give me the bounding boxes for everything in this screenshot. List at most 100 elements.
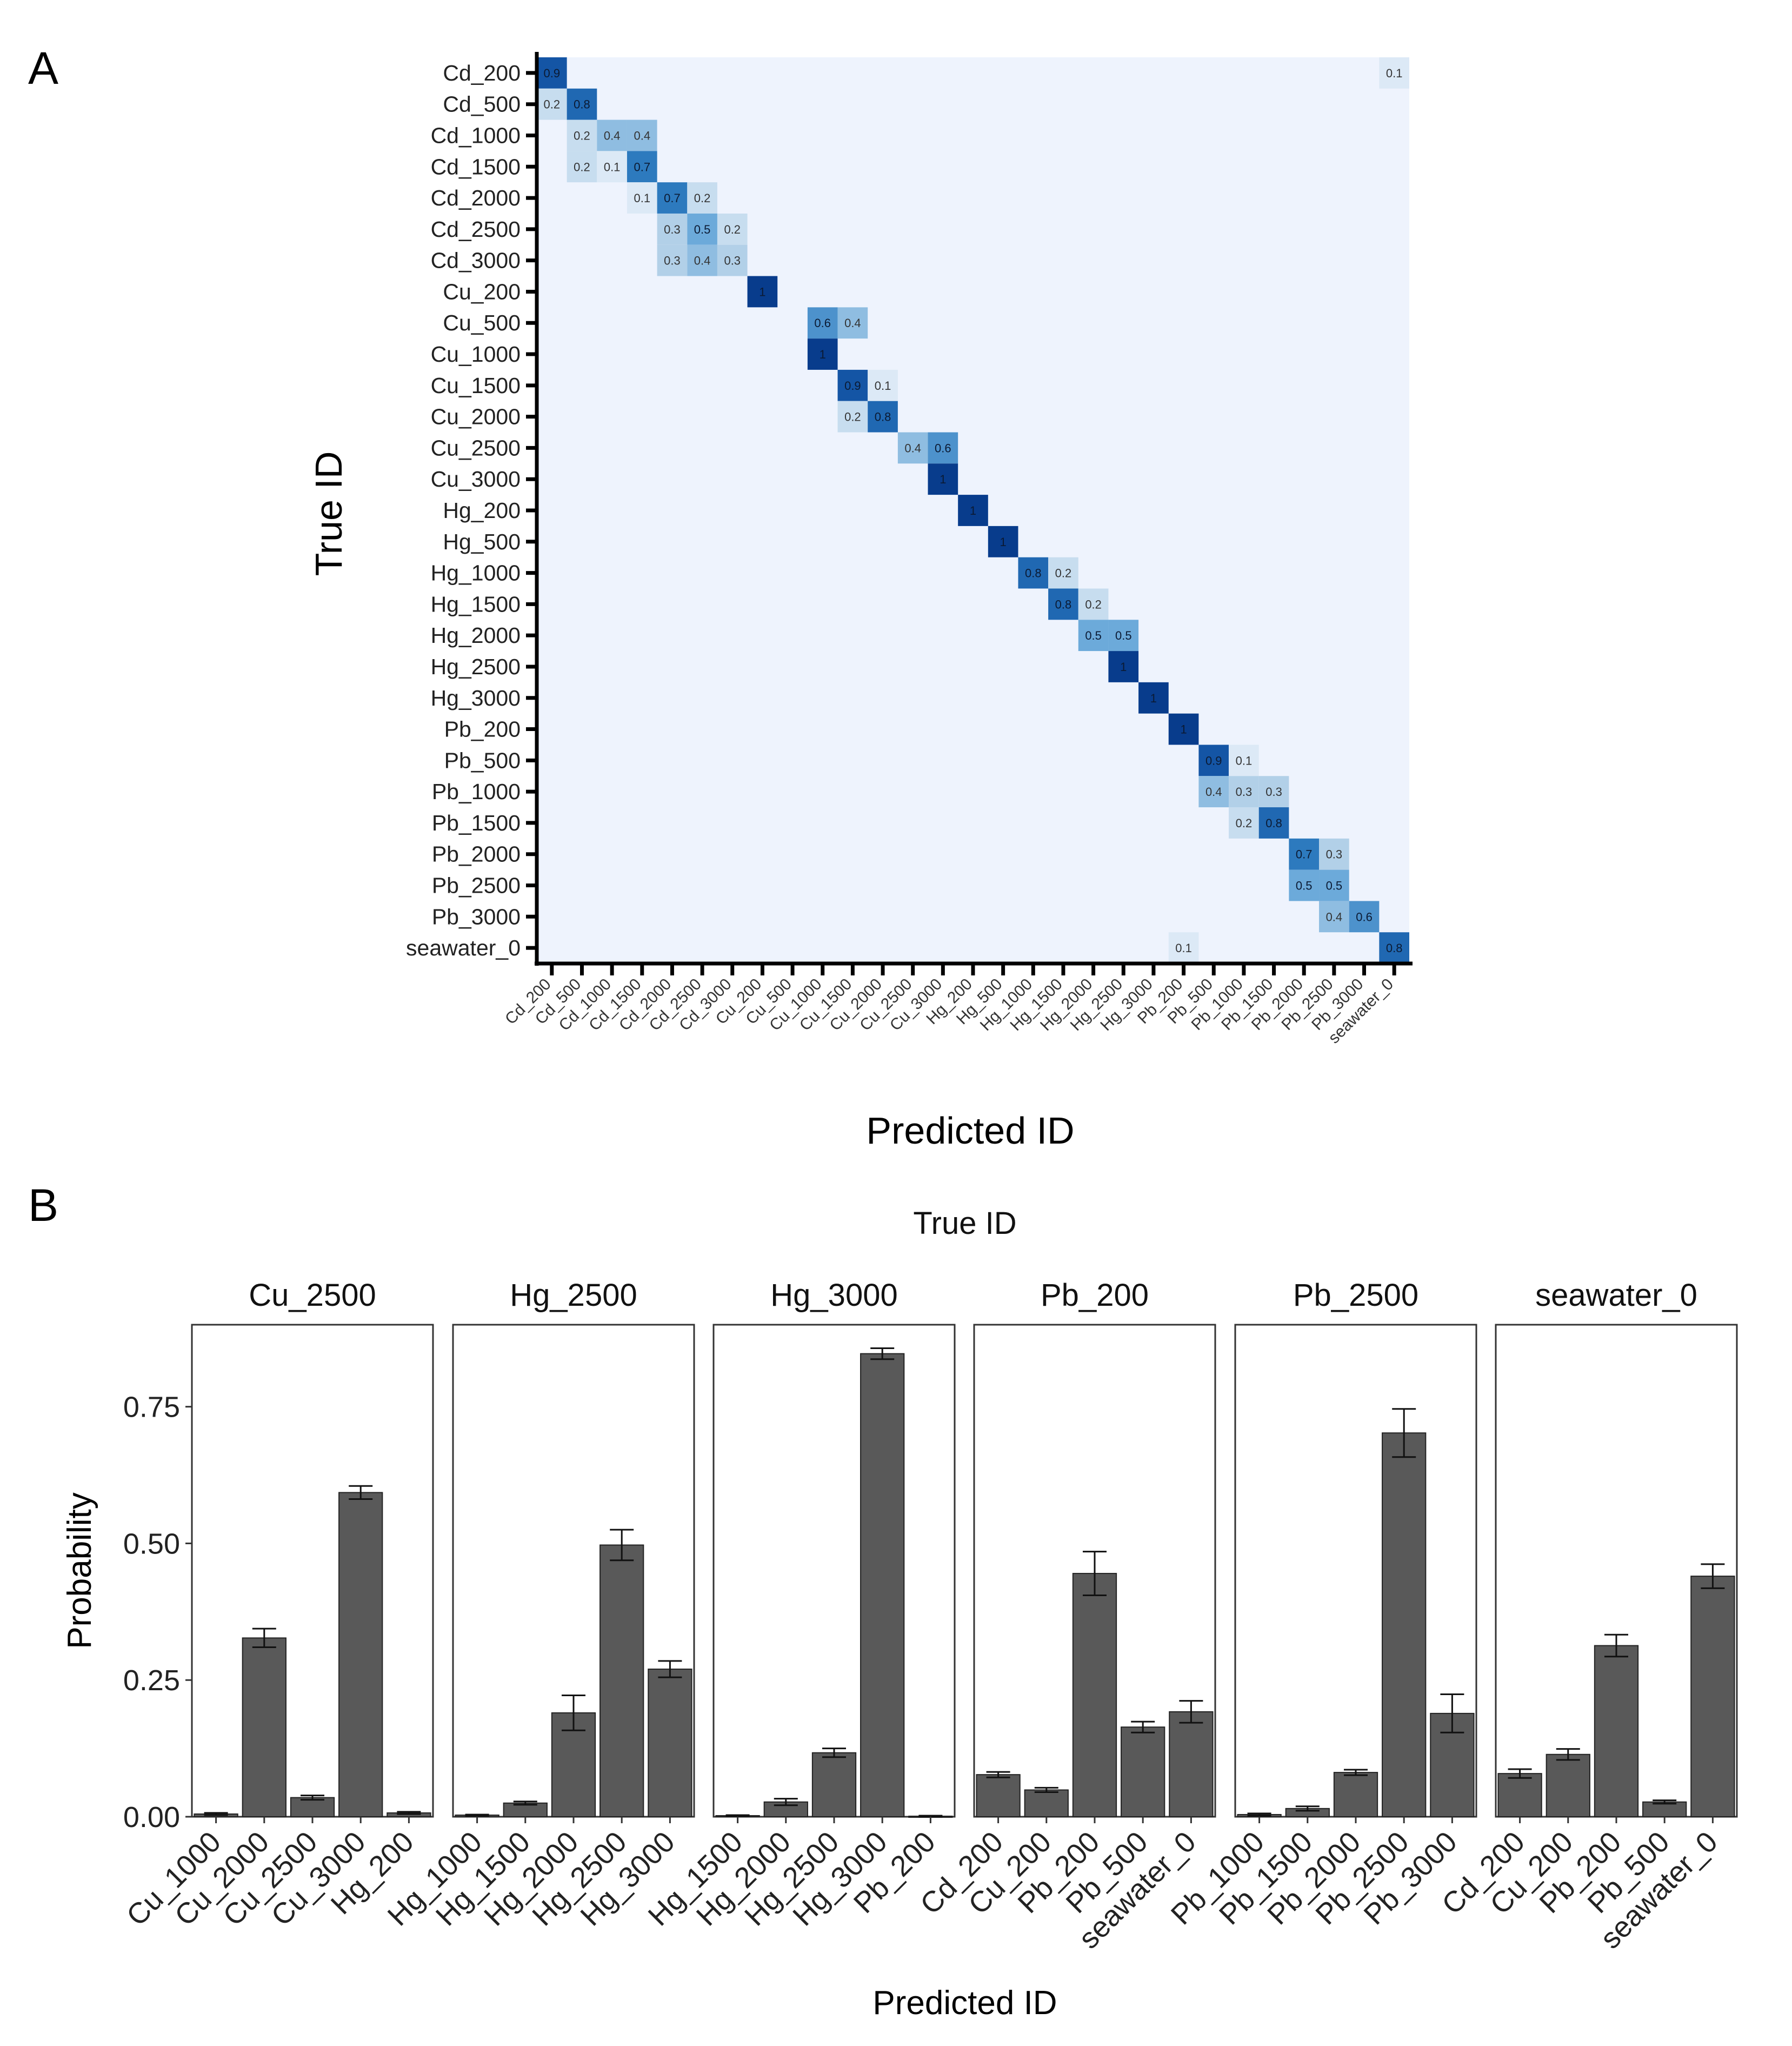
y-tick-label: Cu_1500: [431, 373, 521, 398]
heatmap-cell: [1078, 620, 1109, 652]
bar: [1382, 1432, 1427, 1817]
heatmap-cell-label: 0.5: [694, 223, 711, 236]
heatmap-cell: [928, 463, 958, 495]
heatmap-cell: [1108, 651, 1139, 682]
heatmap-cell-label: 0.2: [1236, 816, 1253, 830]
y-tick-label: Cd_1000: [431, 123, 521, 148]
heatmap-cell-label: 0.3: [664, 254, 681, 268]
heatmap-cell-label: 0.7: [664, 191, 681, 205]
heatmap-cell: [1168, 713, 1199, 745]
heatmap-cell: [1319, 838, 1349, 870]
heatmap-cell-label: 0.4: [1326, 910, 1343, 924]
heatmap-cell: [537, 57, 567, 89]
heatmap-cell-label: 1: [970, 504, 976, 517]
y-tick-label: Cd_200: [443, 61, 521, 85]
heatmap-cell: [567, 151, 597, 183]
heatmap-cell: [1198, 776, 1229, 808]
facet-strip-label: Cu_2500: [249, 1278, 376, 1313]
bar: [976, 1774, 1021, 1818]
facet-strip-label: Hg_3000: [770, 1278, 897, 1313]
y-tick-label: Cu_3000: [431, 467, 521, 491]
heatmap-cell-label: 0.4: [844, 316, 861, 330]
heatmap-cell: [747, 276, 778, 308]
x-axis-title: Predicted ID: [866, 1110, 1074, 1152]
heatmap-cell: [897, 432, 928, 464]
facet-strip-label: Pb_2500: [1293, 1278, 1418, 1313]
heatmap-cell-label: 0.2: [724, 223, 741, 236]
y-tick-label: Hg_1500: [431, 592, 521, 616]
y-tick-label: Hg_200: [443, 498, 521, 523]
heatmap-cell: [1108, 620, 1139, 652]
heatmap-cell: [1379, 57, 1409, 89]
heatmap-cell: [1229, 776, 1259, 808]
y-tick-label: Pb_2500: [432, 873, 521, 898]
heatmap-cell: [657, 244, 688, 276]
heatmap-cell: [1078, 588, 1109, 620]
heatmap-cell-label: 0.4: [634, 129, 650, 142]
heatmap-cell-label: 0.9: [844, 379, 861, 393]
bar: [648, 1669, 692, 1817]
heatmap-cell: [1379, 932, 1409, 964]
bar: [242, 1637, 287, 1818]
heatmap-cell: [988, 526, 1018, 557]
heatmap-cell-label: 0.2: [844, 410, 861, 424]
confusion-matrix-heatmap: 0.9 0.1 0.2 0.8 0.2 0.4 0.4 0.2 0.1 0.7 0.1 0.7 0.2 0…: [308, 52, 1413, 1152]
bar: [1594, 1645, 1639, 1817]
heatmap-cell: [717, 244, 748, 276]
heatmap-cell-label: 0.8: [574, 98, 590, 111]
heatmap-cell: [687, 213, 717, 245]
heatmap-cell-label: 0.1: [1386, 67, 1403, 80]
heatmap-cell: [687, 244, 717, 276]
heatmap-cell: [1258, 776, 1289, 808]
y-tick-label: Hg_3000: [431, 686, 521, 710]
heatmap-cell-label: 0.4: [904, 441, 921, 455]
y-tick-label: Pb_1000: [432, 779, 521, 804]
heatmap-cell: [597, 151, 627, 183]
heatmap-cell: [597, 119, 627, 151]
heatmap-cell-label: 0.8: [1025, 567, 1042, 580]
heatmap-cell-label: 0.4: [604, 129, 621, 142]
heatmap-cell: [657, 213, 688, 245]
facet-panel: Cu_2500Cu_1000Cu_2000Cu_2500Cu_3000Hg_20…: [121, 1278, 434, 1932]
heatmap-cell: [687, 182, 717, 214]
facet-border: [712, 1324, 956, 1818]
heatmap-cell: [1048, 588, 1078, 620]
heatmap-cell: [928, 432, 958, 464]
y-tick-label: Cd_3000: [431, 248, 521, 273]
y-tick-label: Hg_2000: [431, 623, 521, 648]
heatmap-cell: [1319, 901, 1349, 933]
y-tick-label: Pb_2000: [432, 842, 521, 867]
facet-strip-label: Pb_200: [1041, 1278, 1149, 1313]
bar: [1545, 1753, 1590, 1818]
heatmap-cell: [1258, 807, 1289, 839]
heatmap-cell-label: 0.2: [1085, 597, 1102, 611]
y-tick-label: Cu_1000: [431, 342, 521, 367]
bar: [599, 1544, 644, 1817]
heatmap-cell-label: 1: [1000, 535, 1007, 549]
facet-strip-label: Hg_2500: [510, 1278, 637, 1313]
heatmap-cell-label: 0.3: [1326, 848, 1343, 861]
y-tick-label: Hg_1000: [431, 561, 521, 586]
bar: [1497, 1773, 1542, 1818]
heatmap-cell: [1289, 869, 1320, 901]
bar: [1169, 1711, 1214, 1818]
heatmap-cell: [1168, 932, 1199, 964]
heatmap-cell-label: 0.3: [1265, 785, 1282, 799]
heatmap-cell: [627, 182, 657, 214]
heatmap-cell-label: 0.2: [544, 98, 561, 111]
heatmap-cell: [1198, 745, 1229, 776]
bar: [1072, 1573, 1117, 1818]
facet-panel: seawater_0Cd_200Cu_200Pb_200Pb_500seawat…: [1436, 1278, 1738, 1955]
bar: [1121, 1726, 1165, 1817]
facet-panel: Hg_2500Hg_1000Hg_1500Hg_2000Hg_2500Hg_30…: [382, 1278, 695, 1932]
heatmap-cell-label: 0.7: [1296, 848, 1313, 861]
heatmap-cell: [807, 338, 838, 370]
heatmap-cell: [1229, 807, 1259, 839]
bar: [1024, 1789, 1069, 1818]
heatmap-cell-label: 0.4: [1205, 785, 1222, 799]
y-tick-label: Cu_2500: [431, 435, 521, 460]
bar: [1690, 1576, 1735, 1817]
heatmap-cell-label: 0.9: [1205, 754, 1222, 767]
heatmap-cell: [958, 495, 988, 526]
facet-panel: Hg_3000Hg_1500Hg_2000Hg_2500Hg_3000Pb_20…: [642, 1278, 956, 1932]
